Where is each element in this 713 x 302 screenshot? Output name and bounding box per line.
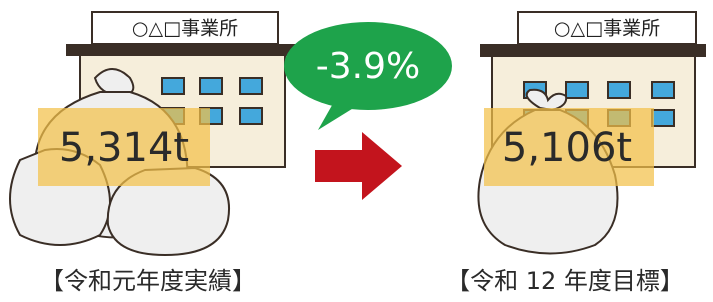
arrow (315, 132, 402, 200)
infographic: ○△□事業所 5,314t -3.9% ○△□事業所 5,106t 【令和元年度… (0, 0, 713, 302)
right-caption: 【令和 12 年度目標】 (446, 267, 684, 295)
left-sign: ○△□事業所 (132, 18, 238, 40)
right-sign: ○△□事業所 (554, 18, 660, 40)
left-caption: 【令和元年度実績】 (40, 267, 256, 295)
change-value: -3.9% (316, 46, 420, 87)
left-amount: 5,314t (59, 125, 189, 171)
right-amount: 5,106t (502, 125, 632, 171)
